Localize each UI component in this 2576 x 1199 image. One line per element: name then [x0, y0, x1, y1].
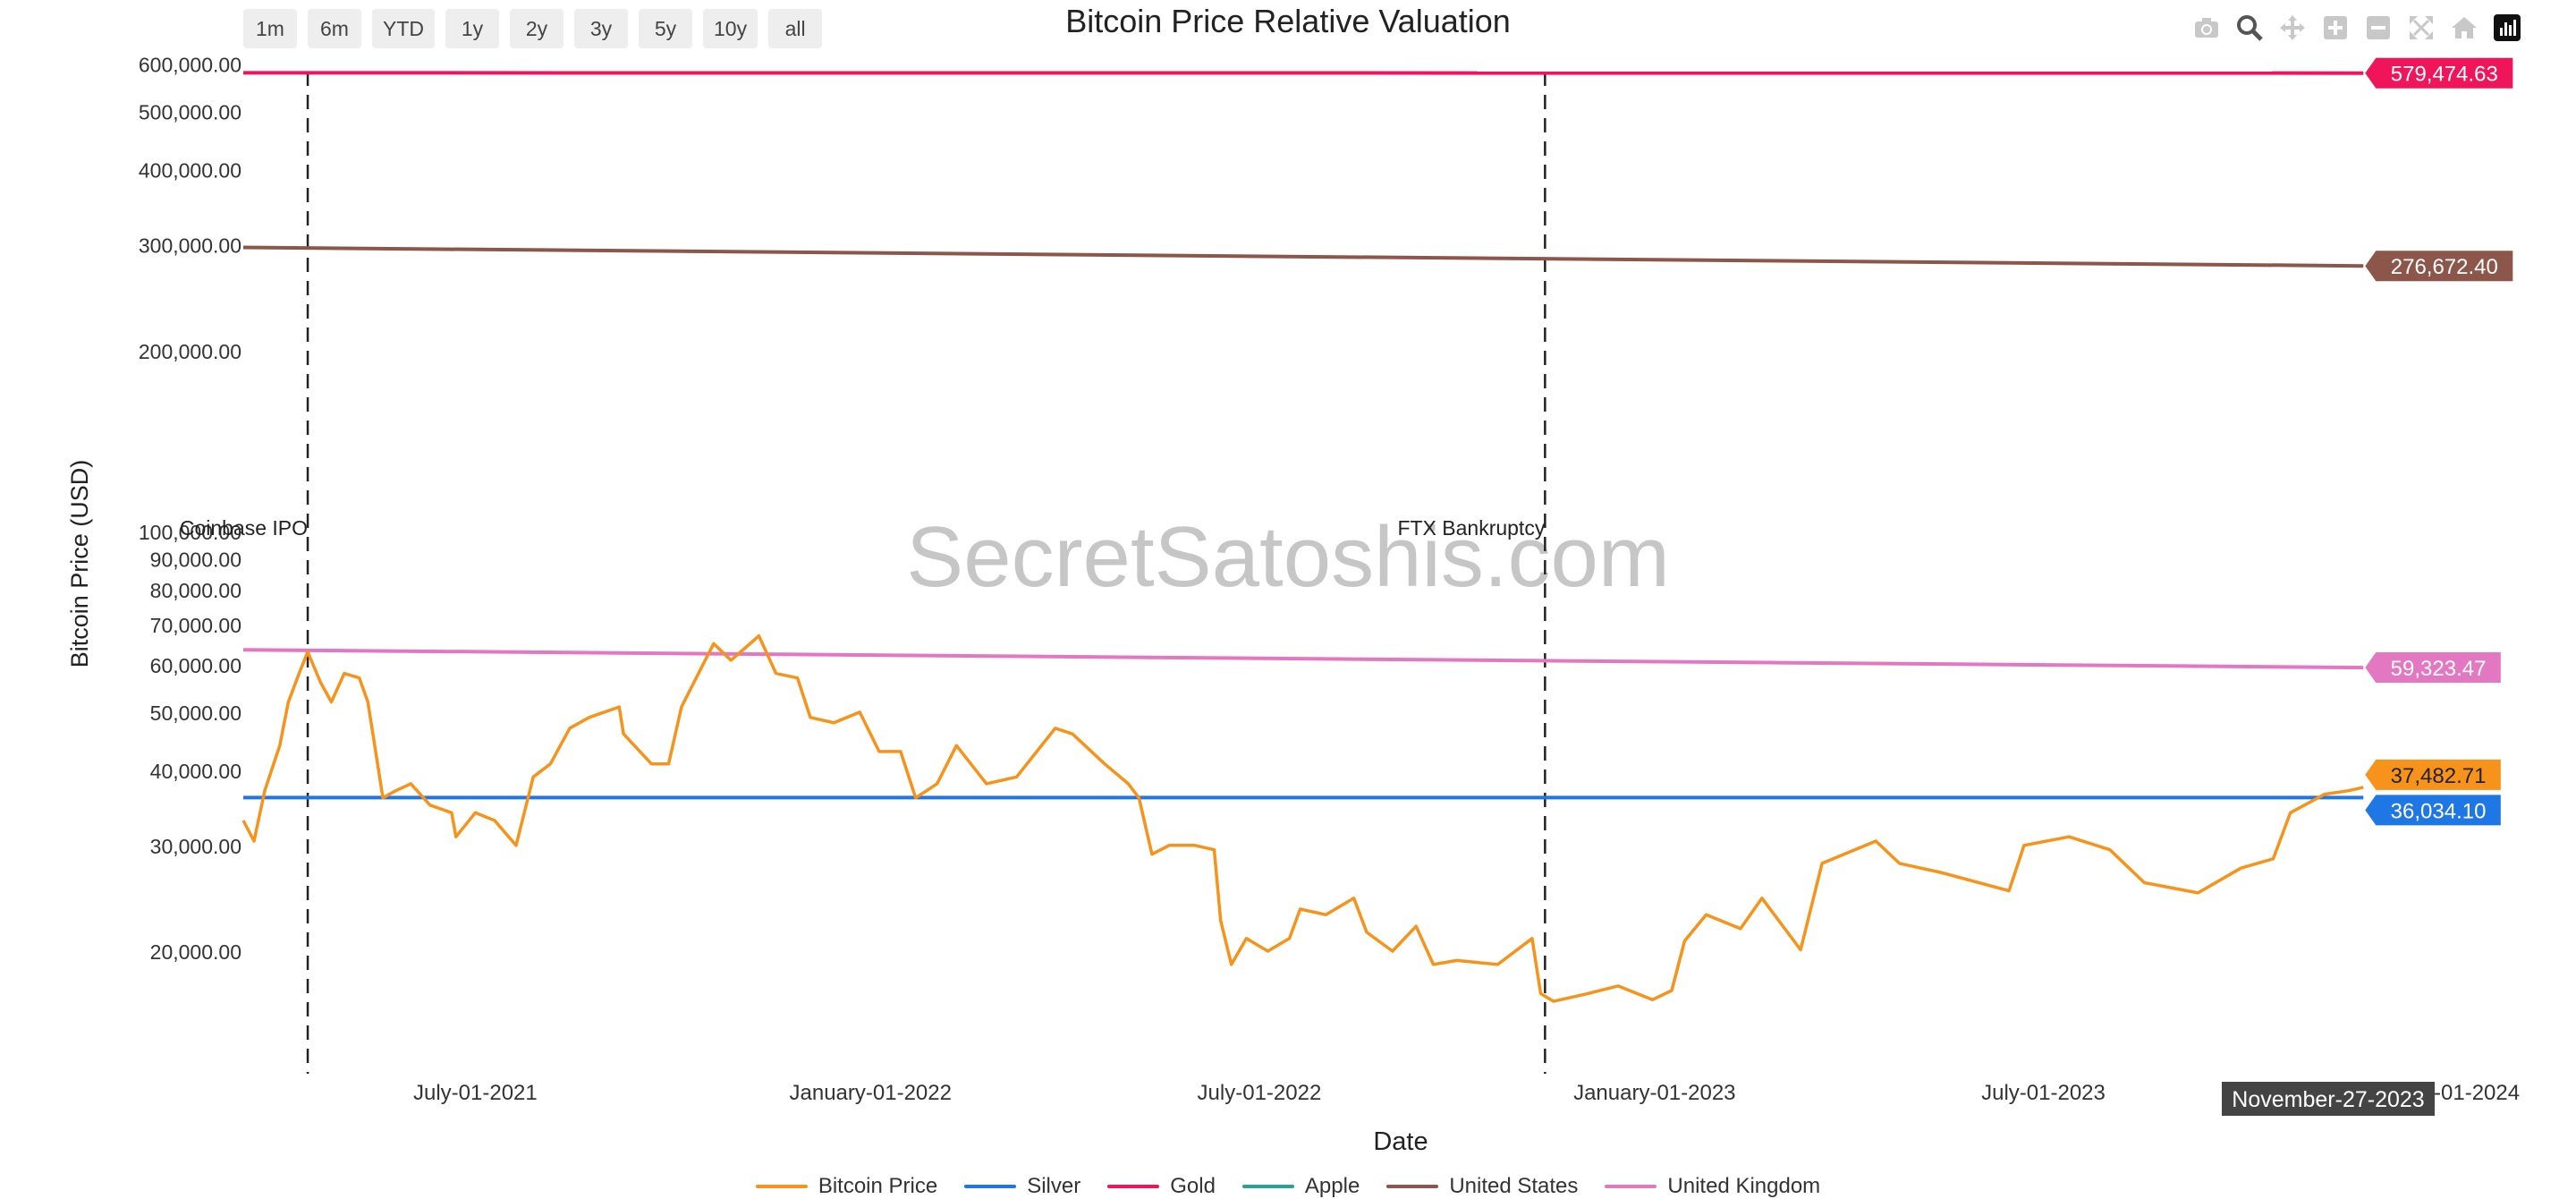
range-button-2y[interactable]: 2y [510, 9, 564, 48]
end-label-united-states: 276,672.40 [2391, 255, 2498, 279]
reset-axes-icon[interactable] [2449, 13, 2479, 43]
x-tick-label: July-01-2021 [413, 1081, 538, 1105]
legend-swatch [756, 1185, 808, 1188]
range-button-ytd[interactable]: YTD [372, 9, 435, 48]
y-tick-label: 90,000.00 [150, 548, 242, 572]
legend-swatch [964, 1185, 1016, 1188]
zoom-out-icon[interactable] [2363, 13, 2394, 43]
y-tick-label: 500,000.00 [139, 101, 242, 124]
legend-swatch [1242, 1185, 1294, 1188]
range-button-1y[interactable]: 1y [445, 9, 499, 48]
legend-item-gold[interactable]: Gold [1107, 1174, 1216, 1199]
x-tick-label: July-01-2022 [1198, 1081, 1322, 1105]
x-axis: July-01-2021 January-01-2022 July-01-2022 J… [413, 1081, 2520, 1105]
x-tick-label: January-01-2023 [1573, 1081, 1735, 1105]
legend-label: Gold [1170, 1174, 1216, 1199]
range-button-5y[interactable]: 5y [639, 9, 692, 48]
legend-label: Silver [1027, 1174, 1080, 1199]
zoom-icon[interactable] [2234, 13, 2265, 43]
y-tick-label: 600,000.00 [139, 54, 242, 77]
y-axis-title: Bitcoin Price (USD) [66, 460, 93, 668]
x-tick-label: January-01-2022 [790, 1081, 952, 1105]
legend-swatch [1605, 1185, 1657, 1188]
legend-swatch [1107, 1185, 1159, 1188]
range-button-all[interactable]: all [768, 9, 822, 48]
y-tick-label: 20,000.00 [150, 940, 242, 964]
autoscale-icon[interactable] [2406, 13, 2436, 43]
legend-item-bitcoin-price[interactable]: Bitcoin Price [756, 1174, 937, 1199]
legend: Bitcoin Price Silver Gold Apple United State… [0, 1174, 2576, 1199]
y-tick-label: 300,000.00 [139, 234, 242, 258]
end-label-united-kingdom: 59,323.47 [2391, 657, 2487, 681]
y-axis: 20,000.00 30,000.00 40,000.00 50,000.00 60,0… [139, 54, 242, 964]
y-tick-label: 80,000.00 [150, 579, 242, 602]
end-label-bitcoin-price: 37,482.71 [2391, 764, 2487, 788]
legend-item-united-kingdom[interactable]: United Kingdom [1605, 1174, 1820, 1199]
end-label-silver: 36,034.10 [2391, 799, 2487, 823]
legend-swatch [1386, 1185, 1438, 1188]
watermark: SecretSatoshis.com [906, 509, 1670, 605]
x-axis-title: Date [1373, 1127, 1428, 1156]
end-label-gold: 579,474.63 [2391, 63, 2498, 87]
series-line-united-kingdom [243, 650, 2363, 668]
range-button-10y[interactable]: 10y [703, 9, 758, 48]
y-tick-label: 70,000.00 [150, 614, 242, 637]
range-button-6m[interactable]: 6m [308, 9, 361, 48]
zoom-in-icon[interactable] [2320, 13, 2351, 43]
legend-item-united-states[interactable]: United States [1386, 1174, 1578, 1199]
plotly-logo-icon[interactable] [2492, 13, 2522, 43]
range-button-1m[interactable]: 1m [243, 9, 297, 48]
y-tick-label: 400,000.00 [139, 159, 242, 183]
series-end-labels: 37,482.71 36,034.10 579,474.63 276,672.40 59… [2365, 58, 2512, 826]
legend-label: United States [1449, 1174, 1578, 1199]
x-tick-label: July-01-2023 [1981, 1081, 2106, 1105]
y-tick-label: 50,000.00 [150, 702, 242, 725]
legend-item-apple[interactable]: Apple [1242, 1174, 1360, 1199]
hover-date-label: November-27-2023 [2222, 1082, 2435, 1116]
event-marker-label: Coinbase IPO [180, 516, 308, 540]
legend-label: Bitcoin Price [818, 1174, 937, 1199]
y-tick-label: 200,000.00 [139, 340, 242, 363]
camera-icon[interactable] [2191, 13, 2222, 43]
range-selector: 1m 6m YTD 1y 2y 3y 5y 10y all [243, 9, 822, 48]
chart-title: Bitcoin Price Relative Valuation [1065, 3, 1511, 39]
range-button-3y[interactable]: 3y [574, 9, 628, 48]
y-tick-label: 30,000.00 [150, 835, 242, 858]
hover-date-text: November-27-2023 [2232, 1087, 2424, 1112]
series-line-united-states [243, 248, 2363, 267]
series-line-bitcoin-price [243, 636, 2363, 1002]
legend-label: Apple [1305, 1174, 1360, 1199]
y-tick-label: 40,000.00 [150, 760, 242, 783]
pan-icon[interactable] [2277, 13, 2308, 43]
legend-item-silver[interactable]: Silver [964, 1174, 1080, 1199]
modebar [2191, 13, 2522, 43]
y-tick-label: 60,000.00 [150, 654, 242, 677]
event-marker-label: FTX Bankruptcy [1397, 516, 1545, 540]
legend-label: United Kingdom [1667, 1174, 1820, 1199]
